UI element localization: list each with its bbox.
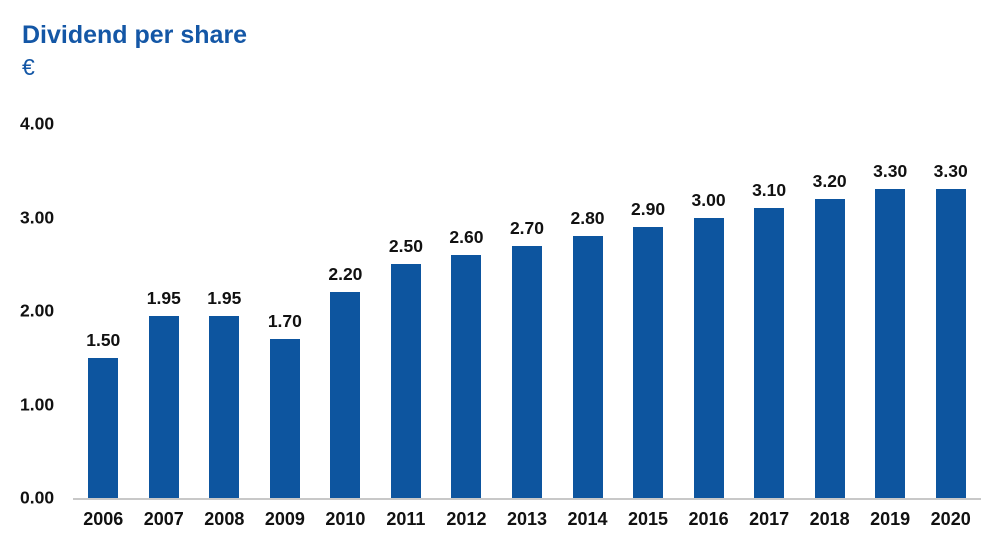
bar-value-label: 3.10 — [752, 180, 787, 201]
y-tick-label: 3.00 — [20, 207, 55, 227]
bar-value-label: 3.30 — [933, 161, 968, 182]
bar-value-label: 3.20 — [812, 170, 847, 191]
bar-slot-2017: 3.10 — [739, 124, 800, 498]
bar-2013 — [511, 245, 542, 498]
bar-slot-2008: 1.95 — [194, 124, 255, 498]
bar-2006 — [88, 357, 119, 498]
bar-2017 — [754, 208, 785, 498]
bar-2012 — [451, 254, 482, 498]
bar-value-label: 2.20 — [328, 264, 363, 285]
x-tick-label: 2017 — [749, 509, 790, 529]
bar-value-label: 2.50 — [388, 236, 423, 257]
bar-slot-2019: 3.30 — [860, 124, 921, 498]
bar-value-label: 2.90 — [631, 198, 666, 219]
y-tick-label: 4.00 — [20, 113, 55, 134]
x-tick-label: 2007 — [143, 509, 184, 529]
bar-2007 — [148, 315, 179, 498]
plot-area: 1.50 1.95 1.95 1.70 2.20 2.50 2.60 2.70 2.80 2.90… — [73, 124, 981, 500]
bar-slot-2013: 2.70 — [497, 124, 558, 498]
bar-2014 — [572, 236, 603, 498]
chart-title: Dividend per share — [22, 21, 248, 49]
bar-value-label: 3.00 — [691, 189, 726, 210]
x-tick-label: 2006 — [83, 509, 124, 529]
bar-value-label: 2.80 — [570, 208, 605, 229]
y-tick-label: 0.00 — [20, 487, 55, 508]
bar-slot-2015: 2.90 — [618, 124, 679, 498]
bar-2008 — [209, 315, 240, 498]
x-tick-label: 2012 — [446, 509, 487, 529]
bar-2011 — [390, 264, 421, 498]
x-tick-label: 2009 — [264, 509, 305, 529]
bar-value-label: 1.95 — [207, 287, 242, 308]
bar-2016 — [693, 217, 724, 498]
bar-slot-2016: 3.00 — [678, 124, 739, 498]
x-axis-labels: 2006 2007 2008 2009 2010 2011 2012 2013 2014 2015… — [73, 509, 981, 530]
x-tick-label: 2010 — [325, 509, 366, 529]
x-tick-label: 2008 — [204, 509, 245, 529]
x-tick-label: 2016 — [688, 509, 729, 529]
bar-slot-2006: 1.50 — [73, 124, 134, 498]
y-tick-label: 2.00 — [20, 300, 55, 321]
bar-value-label: 3.30 — [873, 161, 908, 182]
x-tick-label: 2018 — [809, 509, 850, 529]
bar-slot-2020: 3.30 — [920, 124, 981, 498]
bar-value-label: 1.95 — [146, 287, 181, 308]
bar-value-label: 2.60 — [449, 226, 484, 247]
y-axis: 0.00 1.00 2.00 3.00 4.00 — [20, 114, 68, 508]
x-tick-label: 2019 — [870, 509, 911, 529]
bar-2010 — [330, 292, 361, 498]
bar-value-label: 1.50 — [86, 329, 121, 350]
bar-slot-2010: 2.20 — [315, 124, 376, 498]
bar-slot-2014: 2.80 — [557, 124, 618, 498]
bar-2009 — [269, 339, 300, 498]
x-axis-baseline — [73, 498, 981, 500]
bar-slot-2012: 2.60 — [436, 124, 497, 498]
bar-value-label: 2.70 — [509, 217, 545, 238]
x-tick-label: 2020 — [930, 509, 971, 529]
bar-value-label: 1.70 — [267, 311, 302, 332]
bar-slot-2011: 2.50 — [376, 124, 437, 498]
bar-2019 — [875, 189, 906, 498]
bar-slot-2018: 3.20 — [799, 124, 860, 498]
x-tick-label: 2013 — [506, 509, 547, 529]
currency-label: € — [22, 54, 35, 80]
bar-slot-2007: 1.95 — [134, 124, 195, 498]
bar-2018 — [814, 198, 845, 498]
y-tick-label: 1.00 — [20, 394, 55, 414]
plot-wrap: 1.50 1.95 1.95 1.70 2.20 2.50 2.60 2.70 2.80 2.90… — [73, 124, 981, 530]
bar-2020 — [935, 189, 966, 498]
x-tick-label: 2015 — [628, 509, 669, 529]
x-tick-label: 2014 — [567, 509, 608, 529]
x-tick-label: 2011 — [386, 509, 426, 529]
bar-slot-2009: 1.70 — [255, 124, 316, 498]
bar-2015 — [633, 226, 664, 498]
